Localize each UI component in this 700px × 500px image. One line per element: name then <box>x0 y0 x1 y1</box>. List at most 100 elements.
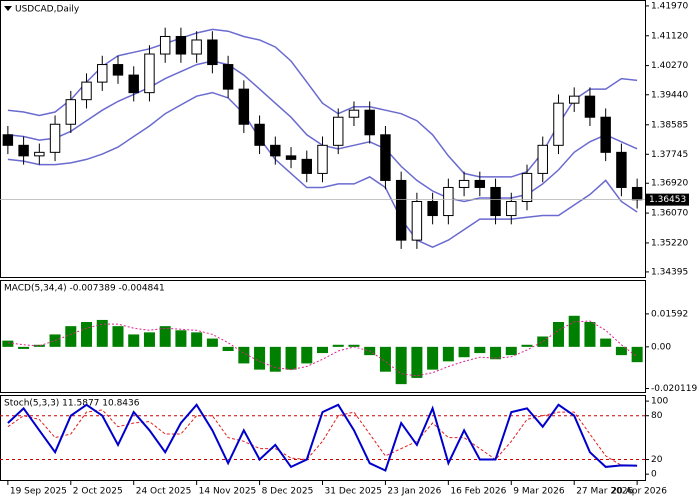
macd-bar <box>490 346 502 360</box>
y-tick-label: 1.38585 <box>651 120 688 130</box>
candle-body <box>537 144 548 174</box>
candle-body <box>128 74 139 94</box>
macd-bar <box>568 315 580 347</box>
price-pane <box>0 0 646 278</box>
candle-body <box>380 134 391 181</box>
last-price-box <box>645 193 689 206</box>
candle-body <box>81 81 92 101</box>
macd-bar <box>348 344 360 347</box>
candle-body <box>18 144 29 157</box>
candle-body <box>301 158 312 174</box>
candle-body <box>112 64 124 76</box>
macd-bar <box>238 346 250 364</box>
last-price-label: 1.36453 <box>649 195 686 205</box>
macd-bar <box>159 326 171 347</box>
macd-signal <box>7 320 638 377</box>
macd-bar <box>584 322 596 347</box>
candle-body <box>411 201 423 241</box>
y-tick-label: 20 <box>651 455 663 465</box>
macd-bar <box>254 346 266 370</box>
x-tick-label: 19 Sep 2025 <box>10 487 67 497</box>
y-tick-label: 0 <box>651 470 657 480</box>
macd-bar <box>143 332 155 347</box>
candle-body <box>34 151 45 157</box>
y-tick-label: 1.34395 <box>651 267 688 277</box>
candle-body <box>285 155 297 160</box>
candle-body <box>49 123 61 153</box>
candle-body <box>222 64 234 90</box>
macd-bar <box>191 332 203 347</box>
candle-body <box>506 201 517 217</box>
macd-bar <box>600 338 612 347</box>
macd-bar <box>458 346 470 358</box>
x-tick-label: 24 Oct 2025 <box>136 487 192 497</box>
candle-body <box>270 144 281 157</box>
candle-body <box>584 95 596 118</box>
candle-body <box>490 186 501 217</box>
macd-bar <box>537 336 549 347</box>
macd-bar <box>96 319 108 347</box>
candle-body <box>317 144 328 174</box>
candle-body <box>600 116 611 153</box>
y-tick-label: 0.01592 <box>651 309 688 319</box>
candle-body <box>616 151 627 188</box>
chart-title: USDCAD,Daily <box>15 5 80 15</box>
candle-body <box>207 39 218 66</box>
macd-bar <box>206 338 218 347</box>
candle-body <box>631 186 643 201</box>
candle-body <box>553 102 564 146</box>
candle-body <box>521 172 533 203</box>
stoch-main <box>7 403 638 472</box>
macd-bar <box>128 334 140 347</box>
macd-bar <box>301 346 313 364</box>
candle-body <box>97 64 108 83</box>
candle-body <box>65 99 77 125</box>
macd-bar <box>615 346 627 356</box>
x-tick-label: 23 Jan 2026 <box>387 487 441 497</box>
y-tick-label: 1.39440 <box>651 90 688 100</box>
y-tick-label: 1.37745 <box>651 150 688 160</box>
y-tick-label: 100 <box>651 397 668 407</box>
candle-body <box>395 179 407 241</box>
x-tick-label: 2 Oct 2025 <box>73 487 123 497</box>
macd-bar <box>427 346 439 370</box>
candle-body <box>364 109 375 136</box>
stoch-title: Stoch(5,3,3) 11.5877 10.8436 <box>4 399 140 409</box>
macd-bar <box>81 322 93 347</box>
y-tick-label: 0.00 <box>651 342 671 352</box>
macd-bar <box>332 344 344 347</box>
candle-body <box>2 134 14 146</box>
bollinger-band <box>7 28 638 178</box>
macd-bar <box>442 346 454 362</box>
x-tick-label: 14 Nov 2025 <box>199 487 257 497</box>
macd-bar <box>222 346 234 351</box>
y-tick-label: 1.41120 <box>651 31 688 41</box>
macd-bar <box>175 330 187 347</box>
candle-body <box>238 88 250 125</box>
x-tick-label: 20 Apr 2026 <box>611 487 667 497</box>
candle-body <box>254 123 265 146</box>
y-tick-label: 80 <box>651 411 663 421</box>
x-tick-label: 8 Dec 2025 <box>262 487 314 497</box>
macd-bar <box>631 346 643 363</box>
x-tick-label: 9 Mar 2026 <box>513 487 565 497</box>
macd-bar <box>395 346 407 385</box>
macd-pane <box>0 280 646 393</box>
macd-bar <box>33 344 45 347</box>
macd-bar <box>18 346 30 349</box>
candle-body <box>443 186 454 217</box>
macd-bar <box>505 346 517 356</box>
y-tick-label: 1.41970 <box>651 1 688 11</box>
macd-bar <box>65 326 77 347</box>
stoch-pane <box>0 395 646 481</box>
macd-bar <box>411 346 423 378</box>
macd-bar <box>379 346 391 372</box>
x-tick-label: 16 Feb 2026 <box>450 487 506 497</box>
macd-bar <box>474 346 486 354</box>
macd-bar <box>112 326 124 347</box>
y-tick-label: 1.36920 <box>651 179 688 189</box>
y-tick-label: 1.36070 <box>651 209 688 219</box>
candle-body <box>568 95 580 104</box>
y-tick-label: 1.40270 <box>651 61 688 71</box>
